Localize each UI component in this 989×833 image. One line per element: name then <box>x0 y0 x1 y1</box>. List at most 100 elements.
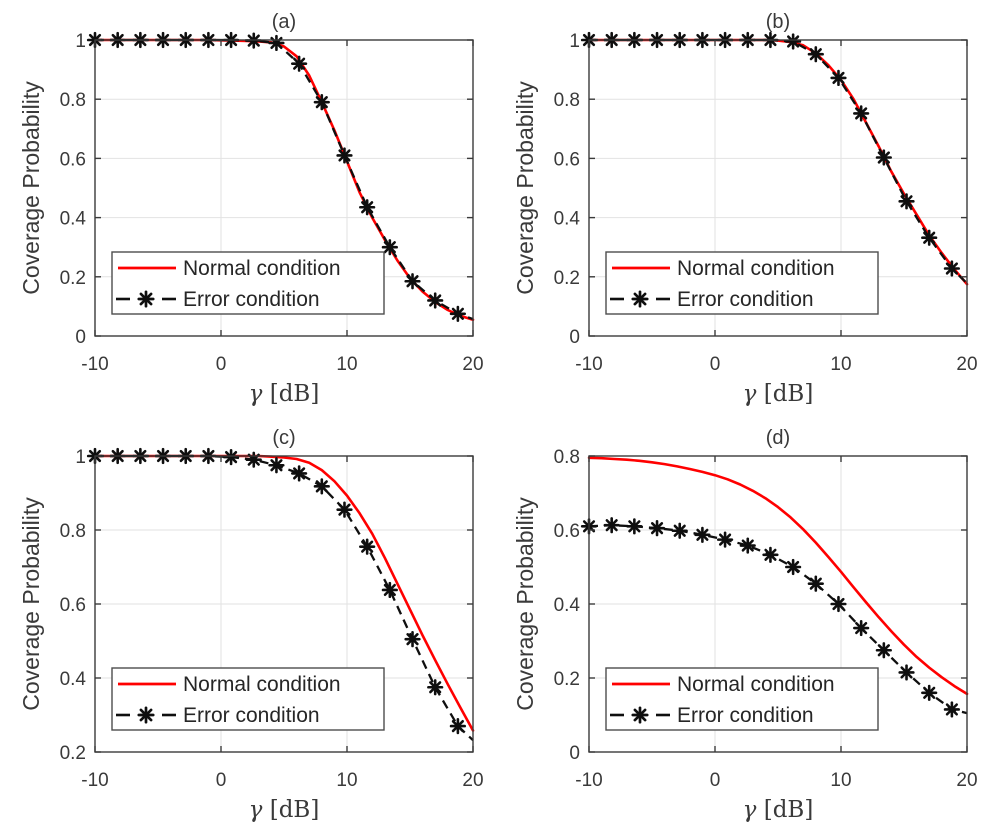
asterisk-marker <box>427 292 444 309</box>
x-tick-label: 0 <box>710 354 721 375</box>
y-tick-label: 0.4 <box>60 669 87 690</box>
asterisk-marker <box>943 701 960 718</box>
chart-svg: -10 0 10 20 0 0.2 0.4 0.6 0.8 1 (a) γ [dB] Coverage … <box>18 11 484 407</box>
axes-box <box>94 39 474 337</box>
asterisk-marker <box>762 546 779 563</box>
legend-sample-error-marker <box>137 706 155 724</box>
asterisk-marker <box>603 517 620 534</box>
asterisk-marker <box>336 147 353 164</box>
legend-sample-error-marker <box>631 706 649 724</box>
y-tick-label: 0.2 <box>554 268 580 289</box>
asterisk-marker <box>943 260 960 277</box>
y-axis-label: Coverage Probability <box>512 497 538 711</box>
x-tick-label: 0 <box>710 770 721 791</box>
asterisk-marker <box>671 522 688 539</box>
legend-label-error: Error condition <box>183 704 320 727</box>
asterisk-marker <box>449 717 466 735</box>
asterisk-marker <box>875 149 892 166</box>
asterisk-marker <box>404 631 421 648</box>
x-tick-label: 20 <box>462 770 483 791</box>
x-tick-label: -10 <box>81 354 108 375</box>
asterisk-marker <box>313 94 330 111</box>
asterisk-marker <box>404 273 421 290</box>
x-tick-label: 20 <box>956 770 977 791</box>
asterisk-marker <box>359 199 376 216</box>
y-tick-label: 1 <box>75 447 86 468</box>
asterisk-marker <box>716 531 734 548</box>
y-tick-label: 0.6 <box>554 149 580 170</box>
y-tick-label: 0 <box>75 327 86 348</box>
y-tick-label: 0.2 <box>554 669 580 690</box>
asterisk-marker <box>807 46 824 63</box>
subplot-title: (d) <box>766 427 790 449</box>
asterisk-marker <box>336 501 353 518</box>
y-tick-label: 0.8 <box>60 521 86 542</box>
asterisk-marker <box>222 449 240 466</box>
legend-sample-error-marker <box>137 290 155 308</box>
y-tick-label: 0.6 <box>60 149 86 170</box>
y-tick-label: 0.6 <box>554 521 580 542</box>
chart-svg: -10 0 10 20 0 0.2 0.4 0.6 0.8 (d) γ [dB] Coverage P… <box>512 427 978 823</box>
asterisk-marker <box>807 575 824 592</box>
legend-label-normal: Normal condition <box>183 257 341 280</box>
y-tick-label: 0 <box>569 327 580 348</box>
asterisk-marker <box>626 518 643 535</box>
asterisk-marker <box>359 538 376 555</box>
asterisk-marker <box>739 537 756 554</box>
chart-svg: -10 0 10 20 0.2 0.4 0.6 0.8 1 (c) γ [dB] Coverage P… <box>18 427 484 823</box>
asterisk-marker <box>853 619 870 637</box>
error-condition-markers <box>86 447 466 735</box>
y-tick-label: 0.4 <box>554 209 581 230</box>
x-axis-label: γ [dB] <box>743 381 814 407</box>
asterisk-marker <box>381 239 398 256</box>
legend-label-error: Error condition <box>677 288 814 311</box>
y-tick-label: 0.8 <box>554 90 580 111</box>
y-tick-label: 0.2 <box>60 743 86 764</box>
y-axis-label: Coverage Probability <box>18 497 44 711</box>
y-tick-label: 0 <box>569 743 580 764</box>
normal-condition-line <box>587 456 969 696</box>
x-tick-label: 10 <box>336 354 357 375</box>
x-tick-label: -10 <box>81 770 108 791</box>
legend-label-error: Error condition <box>183 288 320 311</box>
asterisk-marker <box>898 193 915 210</box>
error-condition-line <box>589 38 968 285</box>
y-tick-label: 0.6 <box>60 595 86 616</box>
y-tick-label: 0.4 <box>554 595 581 616</box>
error-condition-markers <box>580 517 960 718</box>
subplot-a: -10 0 10 20 0 0.2 0.4 0.6 0.8 1 (a) γ [dB] Coverage … <box>0 0 494 416</box>
x-tick-label: 10 <box>830 770 851 791</box>
asterisk-marker <box>291 465 308 482</box>
asterisk-marker <box>830 69 847 86</box>
asterisk-marker <box>381 581 398 599</box>
asterisk-marker <box>898 664 915 681</box>
axes-box <box>588 39 968 337</box>
asterisk-marker <box>785 33 802 50</box>
y-tick-label: 0.2 <box>60 268 86 289</box>
subplot-title: (a) <box>272 11 296 33</box>
asterisk-marker <box>921 229 938 246</box>
asterisk-marker <box>875 642 892 659</box>
legend-label-normal: Normal condition <box>183 673 341 696</box>
legend-sample-error-marker <box>631 290 649 308</box>
subplot-title: (c) <box>272 427 295 449</box>
normal-condition-line <box>587 38 969 286</box>
x-tick-label: 10 <box>830 354 851 375</box>
subplot-c: -10 0 10 20 0.2 0.4 0.6 0.8 1 (c) γ [dB] Coverage P… <box>0 416 494 833</box>
x-tick-label: -10 <box>575 354 602 375</box>
asterisk-marker <box>785 558 802 576</box>
x-tick-label: 20 <box>956 354 977 375</box>
subplot-d: -10 0 10 20 0 0.2 0.4 0.6 0.8 (d) γ [dB] Coverage P… <box>494 416 989 833</box>
legend-label-normal: Normal condition <box>677 257 835 280</box>
y-axis-label: Coverage Probability <box>18 81 44 295</box>
y-tick-label: 0.4 <box>60 209 87 230</box>
asterisk-marker <box>449 305 466 322</box>
asterisk-marker <box>648 520 666 537</box>
legend-label-error: Error condition <box>677 704 814 727</box>
x-tick-label: 0 <box>216 354 227 375</box>
x-tick-label: 10 <box>336 770 357 791</box>
chart-svg: -10 0 10 20 0 0.2 0.4 0.6 0.8 1 (b) γ [dB] Coverage … <box>512 11 978 407</box>
asterisk-marker <box>853 105 870 122</box>
error-condition-markers <box>580 31 960 277</box>
